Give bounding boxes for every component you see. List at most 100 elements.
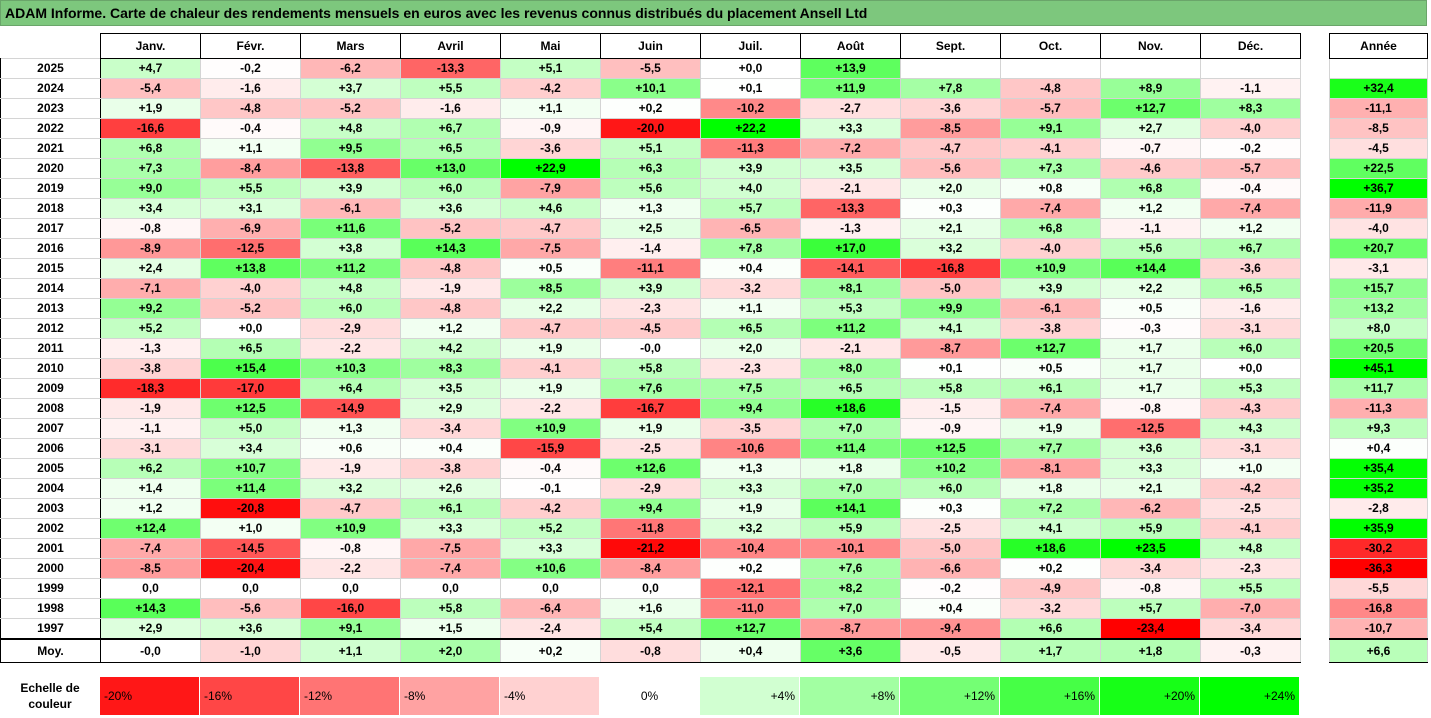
month-header: Févr. — [200, 33, 301, 59]
heatmap-cell: 0,0 — [500, 578, 601, 599]
average-cell: -0,0 — [100, 638, 201, 663]
heatmap-cell: +10,9 — [1000, 258, 1101, 279]
heatmap-cell: -1,9 — [300, 458, 401, 479]
heatmap-cell: +0,2 — [600, 98, 701, 119]
year-total-cell: -11,3 — [1329, 398, 1428, 419]
heatmap-cell: -0,4 — [1200, 178, 1301, 199]
legend-swatch: -12% — [300, 677, 400, 715]
heatmap-cell: +7,8 — [700, 238, 801, 259]
heatmap-cell: -4,5 — [600, 318, 701, 339]
heatmap-cell: +6,2 — [100, 458, 201, 479]
heatmap-cell: -3,6 — [500, 138, 601, 159]
heatmap-cell: +0,0 — [1200, 358, 1301, 379]
heatmap-cell: -2,3 — [700, 358, 801, 379]
heatmap-cell: -9,4 — [900, 618, 1001, 640]
legend-swatch: +4% — [700, 677, 800, 715]
heatmap-row: 2000 -8,5 -20,4 -2,2 -7,4 +10,6 -8,4 +0,2 +7,6 -6… — [0, 558, 1301, 579]
year-total-cell: +15,7 — [1329, 278, 1428, 299]
heatmap-cell: -8,5 — [100, 558, 201, 579]
heatmap-cell: +5,2 — [100, 318, 201, 339]
heatmap-cell: -5,6 — [200, 598, 301, 619]
heatmap-cell: +9,9 — [900, 298, 1001, 319]
heatmap-cell: +11,9 — [800, 78, 901, 99]
heatmap-cell: +15,4 — [200, 358, 301, 379]
heatmap-cell: -14,5 — [200, 538, 301, 559]
row-year-label: 2016 — [0, 238, 101, 259]
heatmap-cell: +5,2 — [500, 518, 601, 539]
month-header: Mars — [300, 33, 401, 59]
legend-swatch: +20% — [1100, 677, 1200, 715]
row-year-label: 2001 — [0, 538, 101, 559]
heatmap-row: 2016 -8,9 -12,5 +3,8 +14,3 -7,5 -1,4 +7,8 +17,0 +… — [0, 238, 1301, 259]
year-total-cell: -30,2 — [1329, 538, 1428, 559]
heatmap-cell: -0,2 — [1200, 138, 1301, 159]
heatmap-cell: +6,6 — [1000, 618, 1101, 640]
heatmap-cell: +8,5 — [500, 278, 601, 299]
heatmap-cell: +2,7 — [1100, 118, 1201, 139]
heatmap-cell: +9,1 — [1000, 118, 1101, 139]
average-cell: +2,0 — [400, 638, 501, 663]
row-year-label: 2010 — [0, 358, 101, 379]
heatmap-cell: +2,0 — [900, 178, 1001, 199]
year-total-cell: -5,5 — [1329, 578, 1428, 599]
heatmap-cell: -7,4 — [1200, 198, 1301, 219]
heatmap-cell: +14,1 — [800, 498, 901, 519]
heatmap-row: 2011 -1,3 +6,5 -2,2 +4,2 +1,9 -0,0 +2,0 -2,1 -8,7… — [0, 338, 1301, 359]
heatmap-cell: -7,5 — [400, 538, 501, 559]
color-scale-legend: Echelle de couleur -20% -16% -12% -8% -4% 0% +… — [0, 677, 1300, 715]
heatmap-cell: +10,1 — [600, 78, 701, 99]
year-total-cell: -16,8 — [1329, 598, 1428, 619]
row-year-label: 2000 — [0, 558, 101, 579]
year-total-cell: +13,2 — [1329, 298, 1428, 319]
heatmap-cell: +12,5 — [900, 438, 1001, 459]
row-year-label: 2007 — [0, 418, 101, 439]
row-year-label: 2008 — [0, 398, 101, 419]
heatmap-cell: -4,1 — [500, 358, 601, 379]
heatmap-cell: -3,8 — [1000, 318, 1101, 339]
average-cell: -0,5 — [900, 638, 1001, 663]
heatmap-cell: -0,0 — [600, 338, 701, 359]
heatmap-cell: -21,2 — [600, 538, 701, 559]
heatmap-cell: -18,3 — [100, 378, 201, 399]
heatmap-row: 1999 0,0 0,0 0,0 0,0 0,0 0,0 -12,1 +8,2 -0,2 -4,9-… — [0, 578, 1301, 599]
row-year-label: 2020 — [0, 158, 101, 179]
heatmap-row: 2023 +1,9 -4,8 -5,2 -1,6 +1,1 +0,2 -10,2 -2,7 -3,… — [0, 98, 1301, 119]
heatmap-row: 2007 -1,1 +5,0 +1,3 -3,4 +10,9 +1,9 -3,5 +7,0 -0,… — [0, 418, 1301, 439]
heatmap-cell: +0,3 — [900, 198, 1001, 219]
heatmap-cell: +1,1 — [500, 98, 601, 119]
heatmap-row: 2022 -16,6 -0,4 +4,8 +6,7 -0,9 -20,0 +22,2 +3,3-… — [0, 118, 1301, 139]
heatmap-cell: -2,5 — [900, 518, 1001, 539]
row-year-label: 2003 — [0, 498, 101, 519]
heatmap-cell: +8,3 — [1200, 98, 1301, 119]
heatmap-cell: +6,0 — [900, 478, 1001, 499]
heatmap-cell: -5,2 — [200, 298, 301, 319]
year-total-cell: -4,0 — [1329, 218, 1428, 239]
heatmap-cell: -1,1 — [1100, 218, 1201, 239]
heatmap-cell: +3,4 — [100, 198, 201, 219]
heatmap-cell: +1,7 — [1100, 358, 1201, 379]
heatmap-cell: +1,2 — [1100, 198, 1201, 219]
heatmap-cell: +8,2 — [800, 578, 901, 599]
year-total-cell: -8,5 — [1329, 118, 1428, 139]
heatmap-cell: -4,3 — [1200, 398, 1301, 419]
heatmap-cell: +10,3 — [300, 358, 401, 379]
heatmap-cell: +3,9 — [1000, 278, 1101, 299]
month-header: Mai — [500, 33, 601, 59]
heatmap-cell: -0,9 — [900, 418, 1001, 439]
heatmap-cell: +3,8 — [300, 238, 401, 259]
heatmap-cell: +6,4 — [300, 378, 401, 399]
heatmap-cell: +1,1 — [200, 138, 301, 159]
heatmap-cell: +1,4 — [100, 478, 201, 499]
heatmap-cell: +6,5 — [400, 138, 501, 159]
heatmap-cell: -6,2 — [300, 58, 401, 79]
heatmap-cell: +14,3 — [400, 238, 501, 259]
heatmap-cell: -2,3 — [1200, 558, 1301, 579]
heatmap-cell: +3,3 — [800, 118, 901, 139]
heatmap-cell: +0,5 — [1100, 298, 1201, 319]
average-label: Moy. — [0, 638, 101, 663]
row-year-label: 2019 — [0, 178, 101, 199]
year-total-cell: +22,5 — [1329, 158, 1428, 179]
heatmap-cell: +5,1 — [600, 138, 701, 159]
heatmap-cell: +9,2 — [100, 298, 201, 319]
heatmap-row: 2013 +9,2 -5,2 +6,0 -4,8 +2,2 -2,3 +1,1 +5,3 +9,9… — [0, 298, 1301, 319]
